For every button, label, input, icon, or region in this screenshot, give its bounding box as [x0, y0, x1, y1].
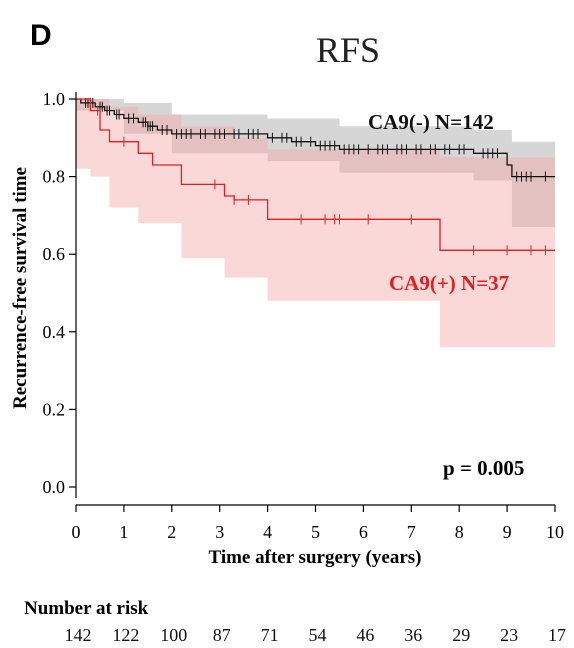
ci-band-ca9-negative: [76, 99, 555, 227]
risk-count-ca9-negative: 87: [213, 625, 231, 645]
risk-count-ca9-negative: 23: [500, 625, 518, 645]
risk-count-ca9-negative: 71: [261, 625, 279, 645]
risk-count-ca9-negative: 46: [356, 625, 374, 645]
y-tick-label: 0.6: [43, 244, 66, 264]
y-tick-label: 0.2: [43, 399, 66, 419]
x-tick-label: 9: [503, 522, 512, 542]
x-ticks: 0 1 2 3 4 5 6 7 8 9 10: [72, 505, 564, 542]
risk-count-ca9-negative: 100: [160, 625, 187, 645]
chart-title: RFS: [316, 30, 380, 70]
series-label-ca9-positive: CA9(+) N=37: [389, 271, 509, 295]
x-tick-label: 0: [72, 522, 81, 542]
y-tick-label: 0.0: [43, 477, 66, 497]
x-tick-label: 4: [263, 522, 272, 542]
x-tick-label: 1: [119, 522, 128, 542]
risk-count-ca9-negative: 142: [65, 625, 92, 645]
x-tick-label: 5: [311, 522, 320, 542]
x-tick-label: 10: [546, 522, 564, 542]
confidence-bands: [76, 99, 555, 348]
risk-count-ca9-negative: 122: [112, 625, 139, 645]
series-label-ca9-negative: CA9(-) N=142: [368, 110, 494, 134]
panel-label: D: [30, 19, 52, 52]
y-tick-label: 1.0: [43, 89, 66, 109]
risk-table: Number at risk 142 122 100 87 71 54 46 36 29 23 17…: [24, 598, 567, 645]
survival-curves: [76, 97, 555, 256]
y-tick-label: 0.8: [43, 167, 66, 187]
survival-curve-ca9-positive: [76, 98, 555, 251]
plot-area: [76, 97, 555, 348]
y-axis-label: Recurrence-free survival time: [10, 167, 31, 409]
x-axis-label: Time after surgery (years): [209, 547, 422, 568]
risk-count-ca9-negative: 17: [548, 625, 566, 645]
y-axis: 0.0 0.2 0.4 0.6 0.8 1.0 Recurrence-free survi…: [10, 89, 77, 498]
risk-count-ca9-negative: 36: [404, 625, 422, 645]
risk-count-ca9-negative: 54: [309, 625, 327, 645]
p-value: p = 0.005: [443, 456, 524, 480]
x-tick-label: 2: [167, 522, 176, 542]
x-tick-label: 6: [359, 522, 368, 542]
risk-table-rows: 1421221008771544636292317372724211513109…: [65, 625, 567, 645]
risk-count-ca9-negative: 29: [452, 625, 470, 645]
survival-curve-ca9-negative: [76, 98, 555, 178]
x-tick-label: 3: [215, 522, 224, 542]
ci-band-ca9-positive: [76, 99, 555, 348]
x-axis: 0 1 2 3 4 5 6 7 8 9 10 Time after surgery (years): [72, 504, 564, 568]
y-ticks: 0.0 0.2 0.4 0.6 0.8 1.0: [43, 89, 76, 497]
x-tick-label: 7: [407, 522, 416, 542]
risk-table-title: Number at risk: [24, 598, 149, 619]
y-tick-label: 0.4: [43, 322, 66, 342]
x-tick-label: 8: [455, 522, 464, 542]
